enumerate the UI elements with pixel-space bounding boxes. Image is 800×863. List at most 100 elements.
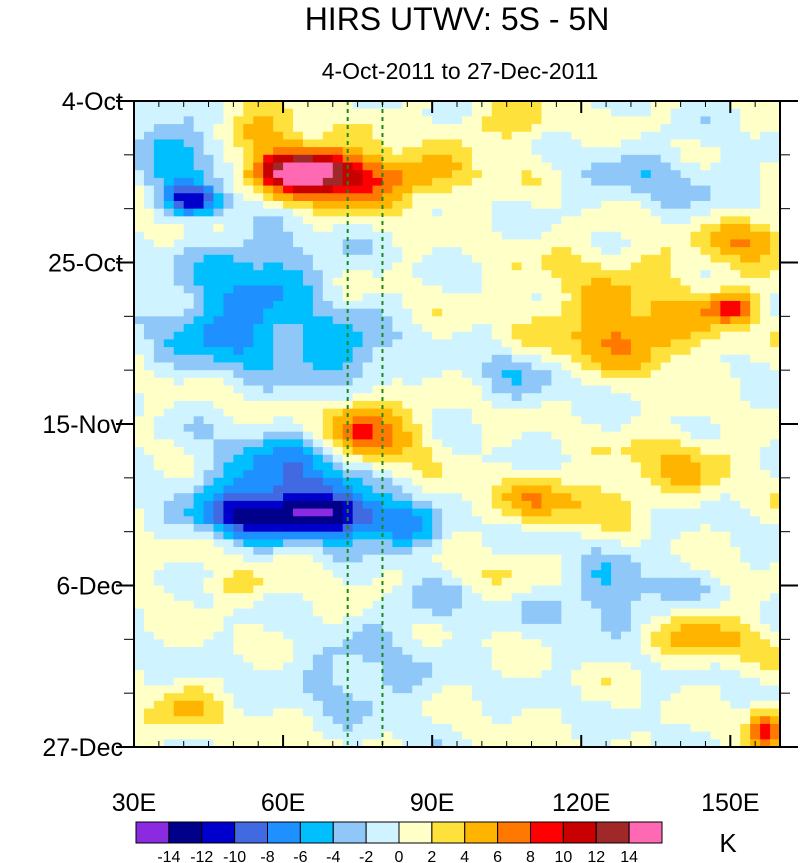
heatmap-cell bbox=[471, 570, 483, 579]
heatmap-cell bbox=[352, 339, 364, 348]
heatmap-cell bbox=[491, 539, 503, 548]
heatmap-cell bbox=[481, 685, 493, 694]
heatmap-cell bbox=[581, 231, 592, 241]
heatmap-cell bbox=[134, 462, 145, 471]
heatmap-cell bbox=[263, 670, 274, 679]
heatmap-cell bbox=[541, 400, 553, 410]
heatmap-cell bbox=[750, 370, 761, 379]
heatmap-cell bbox=[501, 185, 513, 194]
heatmap-cell bbox=[640, 308, 652, 317]
heatmap-cell bbox=[213, 439, 225, 448]
heatmap-cell bbox=[770, 347, 780, 356]
heatmap-cell bbox=[163, 623, 175, 633]
heatmap-cell bbox=[312, 677, 324, 687]
heatmap-cell bbox=[630, 677, 642, 687]
heatmap-cell bbox=[233, 377, 244, 387]
heatmap-cell bbox=[382, 516, 393, 525]
heatmap-cell bbox=[183, 324, 195, 333]
heatmap-cell bbox=[263, 324, 274, 333]
heatmap-cell bbox=[233, 670, 244, 679]
heatmap-cell bbox=[720, 124, 731, 133]
heatmap-cell bbox=[223, 447, 234, 456]
heatmap-cell bbox=[571, 585, 582, 594]
heatmap-cell bbox=[442, 662, 453, 671]
heatmap-cell bbox=[263, 208, 274, 217]
heatmap-cell bbox=[670, 570, 682, 579]
heatmap-cell bbox=[392, 539, 403, 548]
heatmap-cell bbox=[233, 354, 244, 364]
heatmap-cell bbox=[302, 608, 314, 617]
heatmap-cell bbox=[531, 231, 543, 241]
heatmap-cell bbox=[571, 477, 582, 487]
heatmap-cell bbox=[620, 585, 632, 594]
heatmap-cell bbox=[620, 654, 632, 663]
heatmap-cell bbox=[412, 439, 423, 448]
heatmap-cell bbox=[382, 285, 393, 294]
heatmap-cell bbox=[273, 639, 284, 648]
heatmap-cell bbox=[332, 393, 344, 402]
heatmap-cell bbox=[233, 539, 244, 548]
heatmap-cell bbox=[422, 362, 433, 371]
heatmap-cell bbox=[422, 108, 433, 117]
heatmap-cell bbox=[293, 493, 304, 502]
heatmap-cell bbox=[173, 431, 185, 440]
heatmap-cell bbox=[511, 270, 523, 279]
heatmap-cell bbox=[302, 685, 314, 694]
heatmap-cell bbox=[243, 177, 254, 187]
heatmap-cell bbox=[690, 408, 702, 417]
heatmap-cell bbox=[561, 200, 572, 210]
heatmap-cell bbox=[243, 147, 254, 156]
heatmap-cell bbox=[143, 431, 155, 440]
heatmap-cell bbox=[312, 447, 324, 456]
heatmap-cell bbox=[611, 562, 622, 571]
heatmap-cell bbox=[620, 493, 632, 502]
heatmap-cell bbox=[521, 270, 533, 279]
heatmap-cell bbox=[193, 177, 205, 187]
heatmap-cell bbox=[143, 101, 155, 110]
heatmap-cell bbox=[432, 593, 443, 602]
heatmap-cell bbox=[491, 493, 503, 502]
heatmap-cell bbox=[243, 570, 254, 579]
heatmap-cell bbox=[173, 247, 185, 256]
heatmap-cell bbox=[620, 547, 632, 556]
heatmap-cell bbox=[501, 539, 513, 548]
heatmap-cell bbox=[710, 362, 721, 371]
heatmap-cell bbox=[243, 393, 254, 402]
heatmap-cell bbox=[362, 300, 374, 310]
heatmap-cell bbox=[601, 339, 612, 348]
heatmap-cell bbox=[183, 424, 195, 433]
heatmap-cell bbox=[153, 662, 165, 671]
heatmap-cell bbox=[690, 639, 702, 648]
heatmap-cell bbox=[153, 577, 165, 587]
heatmap-cell bbox=[372, 662, 384, 671]
heatmap-cell bbox=[660, 354, 672, 364]
heatmap-cell bbox=[183, 408, 195, 417]
heatmap-cell bbox=[213, 454, 225, 464]
heatmap-cell bbox=[173, 147, 185, 156]
heatmap-cell bbox=[233, 270, 244, 279]
heatmap-cell bbox=[720, 377, 731, 387]
heatmap-cell bbox=[720, 154, 731, 164]
heatmap-cell bbox=[471, 316, 483, 325]
heatmap-cell bbox=[660, 500, 672, 510]
heatmap-cell bbox=[571, 454, 582, 464]
heatmap-cell bbox=[660, 124, 672, 133]
heatmap-cell bbox=[660, 370, 672, 379]
heatmap-cell bbox=[750, 254, 761, 264]
heatmap-cell bbox=[143, 647, 155, 656]
heatmap-cell bbox=[253, 331, 264, 340]
heatmap-cell bbox=[134, 508, 145, 517]
heatmap-cell bbox=[382, 554, 393, 564]
heatmap-cell bbox=[700, 523, 712, 533]
heatmap-cell bbox=[173, 508, 185, 517]
heatmap-cell bbox=[690, 670, 702, 679]
heatmap-cell bbox=[471, 154, 483, 164]
heatmap-cell bbox=[332, 224, 344, 233]
heatmap-cell bbox=[750, 454, 761, 464]
heatmap-cell bbox=[193, 647, 205, 656]
heatmap-cell bbox=[302, 185, 314, 194]
heatmap-cell bbox=[501, 131, 513, 141]
heatmap-cell bbox=[332, 277, 344, 287]
heatmap-cell bbox=[561, 570, 572, 579]
heatmap-cell bbox=[412, 654, 423, 663]
